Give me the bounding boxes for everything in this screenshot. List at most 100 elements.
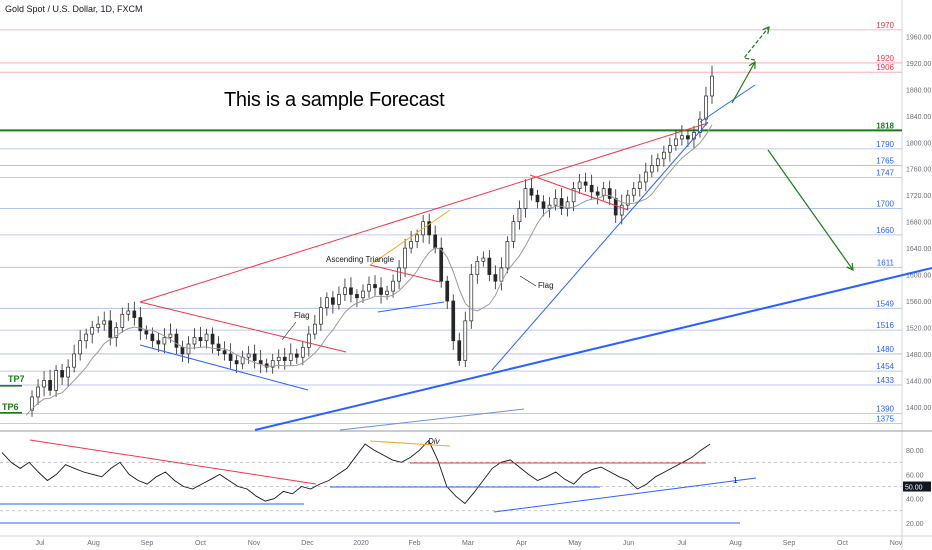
candle-body — [252, 353, 257, 361]
rsi-y-tick-label: 40.00 — [906, 497, 924, 504]
candle-body — [168, 333, 173, 338]
candle-body — [337, 294, 341, 305]
candle-body — [210, 333, 215, 345]
candle-body — [282, 356, 287, 361]
candle-body — [481, 257, 486, 262]
candle-body — [505, 241, 510, 269]
candle-body — [258, 360, 263, 365]
rsi-y-tick-label: 60.00 — [906, 472, 924, 479]
candle-body — [300, 346, 305, 358]
candle-body — [403, 247, 407, 269]
candle-body — [710, 75, 714, 97]
price-level-label: 1516 — [876, 321, 894, 330]
rsi-value-label: 50.00 — [905, 485, 923, 492]
price-level-label: 1375 — [876, 414, 894, 423]
flag2-upper-line — [529, 174, 629, 211]
candle-body — [373, 284, 377, 289]
forecast-up-arrow-1-head — [748, 60, 756, 70]
candle-body — [132, 310, 137, 318]
candle-body — [541, 201, 546, 209]
moving-average-line — [25, 124, 713, 416]
candle-body — [487, 257, 492, 275]
candle-body — [120, 313, 125, 328]
candle-body — [156, 340, 161, 345]
rsi-downtrend-line — [29, 439, 317, 485]
candle-body — [367, 284, 371, 292]
x-tick-label: Nov — [890, 540, 903, 547]
candle-body — [108, 320, 113, 338]
candle-body — [451, 300, 456, 342]
candle-body — [523, 188, 528, 209]
candle-body — [613, 198, 618, 216]
candle-body — [30, 396, 34, 411]
price-level-label: 1549 — [876, 299, 894, 308]
candle-body — [547, 204, 552, 209]
candle-body — [535, 194, 540, 203]
rising-resistance-line — [139, 122, 709, 303]
price-level-label: 1700 — [876, 199, 894, 208]
candle-body — [704, 95, 708, 120]
candle-body — [583, 181, 588, 186]
candle-body — [559, 198, 564, 209]
x-tick-label: Apr — [516, 540, 528, 547]
candle-body — [655, 158, 660, 166]
candle-body — [469, 274, 474, 322]
candle-body — [385, 290, 389, 295]
candle-body — [325, 297, 329, 308]
candle-body — [409, 241, 413, 249]
rsi-line — [1, 439, 711, 505]
candle-body — [288, 353, 293, 361]
candle-body — [72, 353, 76, 368]
candle-body — [595, 191, 600, 196]
candle-body — [577, 181, 582, 189]
rsi-div-label: Div — [428, 437, 441, 446]
candle-body — [571, 188, 576, 203]
candle-body — [553, 198, 558, 206]
y-tick-label: 1480.00 — [906, 352, 931, 359]
price-level-label: 1611 — [877, 258, 895, 267]
candle-body — [379, 287, 383, 295]
long-support-line — [254, 267, 932, 431]
candle-body — [84, 333, 89, 342]
x-tick-label: Feb — [408, 540, 420, 547]
tp7-label: TP7 — [8, 374, 25, 384]
y-tick-label: 1440.00 — [906, 378, 931, 385]
y-tick-label: 1760.00 — [906, 167, 931, 174]
candle-body — [192, 337, 197, 345]
price-level-label: 1765 — [876, 156, 894, 165]
candle-body — [319, 307, 323, 325]
y-tick-label: 1560.00 — [906, 299, 931, 306]
candle-body — [102, 320, 107, 325]
candle-body — [601, 188, 606, 196]
x-tick-label: Jul — [36, 540, 45, 547]
candle-body — [126, 310, 131, 315]
rsi-rising-line — [493, 477, 757, 513]
x-tick-label: May — [568, 540, 582, 547]
x-tick-label: 2020 — [353, 540, 369, 547]
x-tick-label: Nov — [248, 540, 261, 547]
y-tick-label: 1520.00 — [906, 325, 931, 332]
rsi-value-badge — [903, 481, 931, 492]
candle-body — [48, 380, 52, 391]
rising-support-line — [491, 121, 709, 371]
candle-body — [66, 366, 70, 378]
candle-body — [637, 181, 642, 189]
flag-lower-line — [139, 344, 309, 391]
triangle-upper-line — [369, 264, 441, 283]
candle-body — [294, 353, 299, 358]
candle-body — [270, 360, 275, 368]
y-tick-label: 1960.00 — [906, 34, 931, 41]
candle-body — [529, 188, 534, 196]
candle-body — [445, 280, 450, 302]
candle-body — [493, 274, 498, 282]
candle-body — [42, 380, 46, 388]
candle-body — [361, 290, 365, 299]
x-tick-label: Jul — [678, 540, 687, 547]
candle-body — [457, 340, 462, 361]
candle-body — [631, 188, 636, 196]
candle-body — [96, 323, 101, 328]
y-tick-label: 1800.00 — [906, 140, 931, 147]
y-tick-label: 1920.00 — [906, 61, 931, 68]
forecast-up-arrow-2 — [742, 26, 770, 61]
